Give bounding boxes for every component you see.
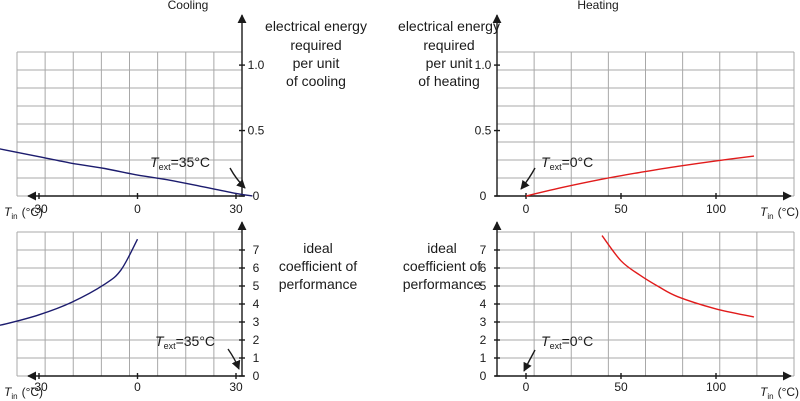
- x-tick-label: 50: [614, 380, 628, 394]
- x-tick-label: 30: [229, 380, 243, 394]
- x-tick-label: -30: [30, 202, 48, 216]
- cop-cooling-label: ideal coefficient of performance: [279, 240, 358, 292]
- cooling-title: Cooling: [168, 0, 209, 12]
- y-tick-label: 2: [480, 333, 487, 347]
- svg-text:electrical energy: electrical energy: [398, 18, 500, 34]
- svg-text:Text=0°C: Text=0°C: [541, 154, 593, 172]
- svg-text:coefficient of: coefficient of: [403, 258, 481, 274]
- heating-energy-curve: [525, 155, 755, 197]
- heating-cop-panel: 0 1 2 3 4 5 6 7 0 50 100: [480, 221, 795, 394]
- svg-text:of cooling: of cooling: [286, 73, 346, 89]
- x-tick-label: 0: [523, 202, 530, 216]
- svg-text:Tin(°C): Tin (°C): [760, 385, 799, 401]
- cooling-cop-annotation: Text=35°C: [155, 333, 241, 370]
- x-axis-label-cooling-bottom: Tin (°C): [4, 385, 43, 401]
- x-tick-label: 100: [706, 202, 726, 216]
- y-tick-label: 0: [253, 369, 260, 383]
- y-tick-label: 3: [253, 315, 260, 329]
- svg-text:performance: performance: [279, 276, 358, 292]
- cooling-energy-curve: [0, 148, 253, 197]
- y-tick-label: 7: [253, 243, 260, 257]
- x-tick-label: 0: [523, 380, 530, 394]
- energy-heating-label: electrical energy required per unit of h…: [398, 18, 500, 89]
- cooling-energy-panel: 0 0.5 1.0 -30 0 30: [0, 14, 265, 216]
- heating-title: Heating: [577, 0, 618, 12]
- svg-text:required: required: [290, 37, 341, 53]
- cooling-energy-annotation: Text=35°C: [150, 154, 246, 189]
- y-tick-label: 7: [480, 243, 487, 257]
- x-tick-label: 0: [134, 380, 141, 394]
- y-tick-label: 5: [480, 279, 487, 293]
- cooling-cop-panel: 0 1 2 3 4 5 6 7 -30 0 30: [0, 221, 260, 394]
- svg-text:Tin(°C): Tin (°C): [4, 205, 43, 221]
- svg-text:performance: performance: [403, 276, 482, 292]
- y-tick-label: 1.0: [475, 58, 492, 72]
- svg-text:Text=35°C: Text=35°C: [155, 333, 215, 351]
- x-tick-label: -30: [30, 380, 48, 394]
- x-axis-label-heating-top: Tin (°C): [760, 205, 799, 221]
- svg-text:Text=35°C: Text=35°C: [150, 154, 210, 172]
- y-tick-label: 1: [253, 351, 260, 365]
- x-axis-label-cooling-top: Tin (°C): [4, 205, 43, 221]
- y-tick-label: 6: [253, 261, 260, 275]
- energy-cooling-label: electrical energy required per unit of c…: [265, 18, 367, 89]
- heating-energy-panel: 0 0.5 1.0 0 50 100: [475, 14, 795, 216]
- y-tick-label: 1.0: [248, 58, 265, 72]
- y-tick-label: 6: [480, 261, 487, 275]
- y-tick-label: 0: [253, 189, 260, 203]
- svg-text:ideal: ideal: [427, 240, 457, 256]
- x-tick-label: 50: [614, 202, 628, 216]
- svg-text:of heating: of heating: [418, 73, 480, 89]
- x-tick-label: 100: [706, 380, 726, 394]
- x-tick-label: 0: [134, 202, 141, 216]
- svg-text:Tin(°C): Tin (°C): [760, 205, 799, 221]
- svg-text:Text=0°C: Text=0°C: [541, 333, 593, 351]
- cooling-cop-curve: [0, 238, 139, 326]
- y-tick-label: 0: [480, 369, 487, 383]
- svg-text:ideal: ideal: [303, 240, 333, 256]
- y-tick-label: 4: [480, 297, 487, 311]
- svg-text:Tin(°C): Tin (°C): [4, 385, 43, 401]
- svg-text:required: required: [423, 37, 474, 53]
- y-tick-label: 0.5: [248, 124, 265, 138]
- heating-cop-curve: [601, 235, 755, 318]
- y-tick-label: 0.5: [475, 124, 492, 138]
- svg-text:coefficient of: coefficient of: [279, 258, 357, 274]
- svg-text:electrical energy: electrical energy: [265, 18, 367, 34]
- heating-energy-annotation: Text=0°C: [520, 154, 593, 190]
- y-tick-label: 4: [253, 297, 260, 311]
- x-tick-label: 30: [229, 202, 243, 216]
- cop-heating-label: ideal coefficient of performance: [403, 240, 482, 292]
- svg-text:per unit: per unit: [426, 55, 473, 71]
- y-tick-label: 3: [480, 315, 487, 329]
- y-tick-label: 1: [480, 351, 487, 365]
- x-axis-label-heating-bottom: Tin (°C): [760, 385, 799, 401]
- heating-cop-annotation: Text=0°C: [523, 333, 593, 372]
- svg-text:per unit: per unit: [293, 55, 340, 71]
- y-tick-label: 2: [253, 333, 260, 347]
- y-tick-label: 5: [253, 279, 260, 293]
- y-tick-label: 0: [480, 189, 487, 203]
